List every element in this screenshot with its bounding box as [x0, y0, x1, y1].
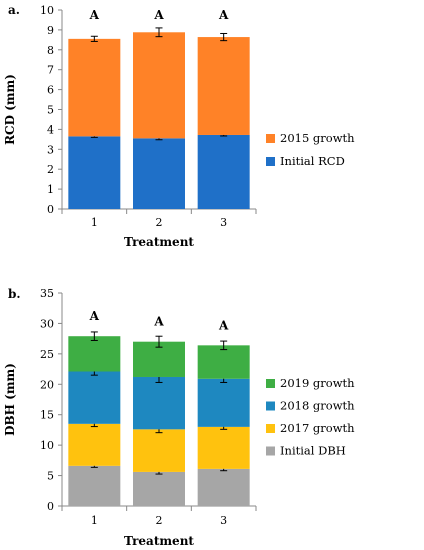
dbh-x-axis-title: Treatment — [124, 534, 194, 548]
dbh-y-tick-label: 10 — [40, 439, 54, 452]
dbh-error-bar — [155, 335, 163, 348]
rcd-significance-letter: A — [218, 8, 229, 22]
dbh-error-bar — [220, 340, 228, 351]
rcd-significance-letter: A — [89, 8, 100, 22]
rcd-y-axis-title: RCD (mm) — [3, 74, 17, 145]
dbh-legend-swatch — [266, 401, 275, 411]
dbh-bar-initial-dbh-3 — [197, 468, 250, 506]
dbh-error-bar — [90, 331, 98, 341]
dbh-significance-letter: A — [218, 318, 229, 332]
dbh-legend-label: 2017 growth — [280, 421, 355, 435]
rcd-y-tick-label: 7 — [47, 64, 54, 77]
rcd-y-tick-label: 0 — [47, 203, 54, 216]
rcd-x-axis-title: Treatment — [124, 235, 194, 249]
rcd-error-bar — [90, 35, 98, 42]
rcd-bar-2015-growth-1 — [68, 38, 121, 137]
dbh-legend-label: 2018 growth — [280, 399, 355, 413]
rcd-chart: a. 0 1 2 3 4 5 6 7 8 9 10 A 1 A 2 A 3 Treatment RCD (mm) 201… — [3, 3, 355, 249]
rcd-y-tick-label: 6 — [47, 84, 54, 97]
rcd-bar-2015-growth-2 — [133, 32, 185, 139]
dbh-bar-2017-growth-1 — [68, 423, 121, 466]
rcd-bar-initial-rcd-1 — [68, 136, 121, 209]
rcd-legend-swatch — [266, 134, 275, 143]
dbh-y-tick-label: 35 — [40, 287, 54, 300]
dbh-x-tick-label: 1 — [91, 514, 98, 527]
rcd-legend-swatch — [266, 157, 275, 166]
rcd-panel-label: a. — [8, 3, 20, 17]
rcd-y-tick-label: 5 — [47, 104, 54, 117]
dbh-x-tick-label: 3 — [220, 514, 227, 527]
dbh-legend-label: 2019 growth — [280, 376, 355, 390]
rcd-legend-label: 2015 growth — [280, 131, 355, 145]
dbh-bar-2017-growth-2 — [133, 429, 185, 472]
dbh-x-tick-label: 2 — [156, 514, 163, 527]
rcd-y-tick-label: 3 — [47, 143, 54, 156]
rcd-bar-initial-rcd-3 — [197, 134, 250, 209]
rcd-x-tick-label: 1 — [91, 216, 98, 229]
dbh-bar-2017-growth-3 — [197, 426, 250, 469]
rcd-error-bar — [155, 27, 163, 38]
dbh-y-tick-label: 25 — [40, 348, 54, 361]
dbh-chart: b. 0 5 10 15 20 25 30 35 A 1 A 2 A 3 Treatment DBH (mm) 2… — [3, 287, 355, 548]
dbh-bar-initial-dbh-2 — [133, 471, 185, 506]
rcd-legend-label: Initial RCD — [280, 154, 345, 168]
dbh-bar-2018-growth-1 — [68, 371, 121, 424]
dbh-bar-2018-growth-2 — [133, 376, 185, 430]
rcd-y-tick-label: 4 — [47, 123, 54, 136]
dbh-y-tick-label: 15 — [40, 409, 54, 422]
dbh-y-tick-label: 5 — [47, 470, 54, 483]
dbh-legend-swatch — [266, 446, 275, 456]
dbh-y-axis-title: DBH (mm) — [3, 363, 17, 436]
dbh-legend-swatch — [266, 379, 275, 388]
rcd-bar-initial-rcd-2 — [133, 138, 185, 209]
dbh-y-tick-label: 30 — [40, 317, 54, 330]
dbh-legend-label: Initial DBH — [280, 444, 346, 458]
dbh-significance-letter: A — [153, 315, 164, 329]
rcd-y-tick-label: 9 — [47, 24, 54, 37]
dbh-bar-initial-dbh-1 — [68, 465, 121, 506]
dbh-panel-label: b. — [8, 287, 21, 301]
dbh-bar-2019-growth-3 — [197, 345, 250, 379]
dbh-y-tick-label: 20 — [40, 378, 54, 391]
dbh-significance-letter: A — [89, 309, 100, 323]
rcd-x-tick-label: 2 — [156, 216, 163, 229]
dbh-bar-2018-growth-3 — [197, 378, 250, 427]
rcd-x-tick-label: 3 — [220, 216, 227, 229]
rcd-y-tick-label: 2 — [47, 163, 54, 176]
rcd-y-tick-label: 10 — [40, 4, 54, 17]
dbh-y-tick-label: 0 — [47, 500, 54, 513]
rcd-bar-2015-growth-3 — [197, 37, 250, 135]
rcd-y-tick-label: 1 — [47, 183, 54, 196]
rcd-y-tick-label: 8 — [47, 44, 54, 57]
rcd-error-bar — [220, 32, 228, 42]
dbh-bar-2019-growth-1 — [68, 336, 121, 372]
dbh-legend-swatch — [266, 424, 275, 433]
rcd-significance-letter: A — [153, 8, 164, 22]
